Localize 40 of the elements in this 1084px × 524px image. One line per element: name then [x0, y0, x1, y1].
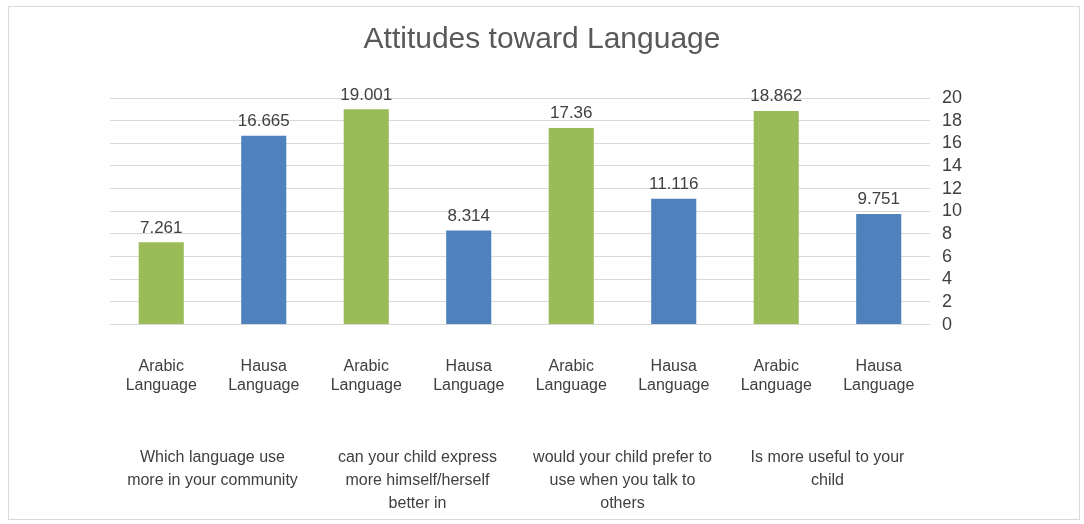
y-tick-label: 2: [941, 290, 952, 311]
data-label: 18.862: [750, 86, 803, 106]
x-tick-label: Hausa Language: [843, 356, 915, 393]
data-label: 19.001: [340, 84, 393, 104]
data-label: 17.36: [549, 103, 593, 123]
data-label: 7.261: [139, 217, 183, 237]
x-tick-label: Hausa Language: [228, 356, 300, 393]
y-tick-label: 14: [941, 154, 963, 175]
x-tick-label: Hausa Language: [433, 356, 505, 393]
y-tick-label: 12: [941, 177, 963, 198]
y-tick-label: 6: [941, 245, 952, 266]
y-tick-label: 18: [941, 109, 963, 130]
y-tick-label: 0: [941, 313, 952, 334]
y-tick-label: 10: [941, 200, 963, 221]
bar: [753, 110, 799, 325]
y-tick-label: 8: [941, 222, 952, 243]
y-tick-label: 16: [941, 132, 963, 153]
x-tick-label: Arabic Language: [740, 356, 812, 393]
bar: [548, 127, 594, 325]
text: can your child express more himself/herself better in: [337, 448, 498, 512]
chart-title: Attitudes toward Language: [363, 21, 721, 55]
data-label: 9.751: [857, 189, 900, 209]
y-tick-label: 20: [941, 86, 963, 107]
text: would your child prefer to use when you talk to others: [532, 448, 712, 512]
text: Which language use more in your community: [127, 448, 298, 489]
bar: [241, 135, 287, 325]
bar: [343, 109, 389, 325]
text: Is more useful to your child: [750, 448, 906, 489]
bar: [446, 230, 492, 325]
x-tick-label: Arabic Language: [125, 356, 197, 393]
data-label: 8.314: [447, 205, 491, 225]
bar: [856, 214, 902, 325]
bar: [651, 198, 697, 325]
data-label: 16.665: [237, 110, 290, 130]
data-label: 11.116: [648, 173, 699, 193]
x-tick-label: Hausa Language: [638, 356, 710, 393]
bar: [138, 242, 184, 325]
x-tick-label: Arabic Language: [535, 356, 607, 393]
x-tick-label: Arabic Language: [330, 356, 402, 393]
y-tick-label: 4: [941, 268, 952, 289]
